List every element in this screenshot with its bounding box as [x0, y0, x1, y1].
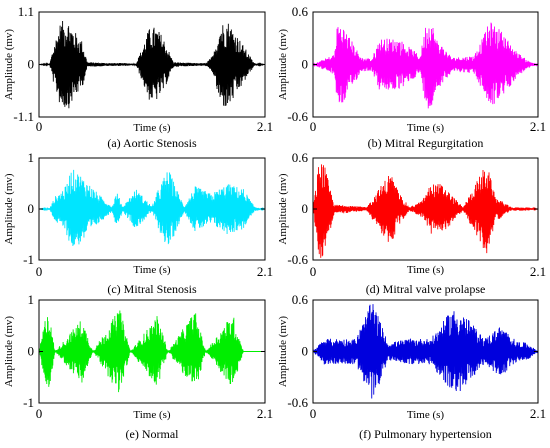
y-tick-label: 0.6	[292, 4, 309, 19]
y-tick-label: 0.6	[292, 150, 309, 165]
y-axis-label: Amplitude (mv)	[3, 316, 15, 388]
y-axis-label: Amplitude (mv)	[277, 29, 289, 101]
x-axis-label: Time (s)	[407, 264, 445, 276]
y-tick-label: 0	[28, 201, 35, 216]
signal-trace	[312, 304, 539, 399]
y-axis-label: Amplitude (mv)	[3, 29, 15, 101]
x-tick-label: 2.1	[257, 264, 273, 279]
y-tick-label: 0.6	[292, 292, 309, 307]
signal-trace	[312, 22, 539, 109]
x-tick-label: 2.1	[257, 406, 273, 421]
y-tick-label: -1	[23, 395, 34, 410]
x-axis-label: Time (s)	[133, 409, 171, 421]
panel-caption: (c) Mitral Stenosis	[107, 282, 197, 296]
y-axis-label: Amplitude (mv)	[277, 316, 289, 388]
x-tick-label: 2.1	[530, 119, 546, 134]
y-tick-label: -1	[23, 252, 34, 267]
y-tick-label: -1.1	[13, 109, 34, 124]
x-tick-label: 0	[310, 406, 317, 421]
x-axis-label: Time (s)	[133, 122, 171, 134]
panel-caption: (d) Mitral valve prolapse	[366, 282, 486, 296]
x-tick-label: 0	[36, 119, 43, 134]
y-axis-label: Amplitude (mv)	[3, 173, 15, 245]
x-tick-label: 0	[310, 119, 317, 134]
y-tick-label: 0	[302, 344, 309, 359]
x-axis-label: Time (s)	[407, 122, 445, 134]
x-axis-label: Time (s)	[407, 409, 445, 421]
x-tick-label: 2.1	[530, 264, 546, 279]
panel-caption: (a) Aortic Stenosis	[107, 136, 197, 150]
panel-caption: (b) Mitral Regurgitation	[368, 136, 484, 150]
y-tick-label: 1	[28, 292, 35, 307]
x-tick-label: 0	[310, 264, 317, 279]
x-axis-label: Time (s)	[133, 264, 171, 276]
x-tick-label: 0	[36, 406, 43, 421]
y-tick-label: 1.1	[18, 4, 34, 19]
x-tick-label: 2.1	[530, 406, 546, 421]
y-tick-label: 0	[302, 57, 309, 72]
y-tick-label: -0.6	[287, 395, 308, 410]
x-tick-label: 0	[36, 264, 43, 279]
y-tick-label: 0	[28, 344, 35, 359]
y-axis-label: Amplitude (mv)	[277, 173, 289, 245]
y-tick-label: 1	[28, 150, 35, 165]
panel-caption: (e) Normal	[126, 427, 180, 441]
signal-trace	[38, 310, 265, 393]
x-tick-label: 2.1	[257, 119, 273, 134]
y-tick-label: 0	[302, 201, 309, 216]
y-tick-label: 0	[28, 57, 35, 72]
y-tick-label: -0.6	[287, 109, 308, 124]
signal-trace	[38, 21, 266, 109]
signal-trace	[312, 164, 539, 258]
y-tick-label: -0.6	[287, 252, 308, 267]
panel-caption: (f) Pulmonary hypertension	[359, 427, 492, 441]
signal-trace	[38, 169, 266, 246]
